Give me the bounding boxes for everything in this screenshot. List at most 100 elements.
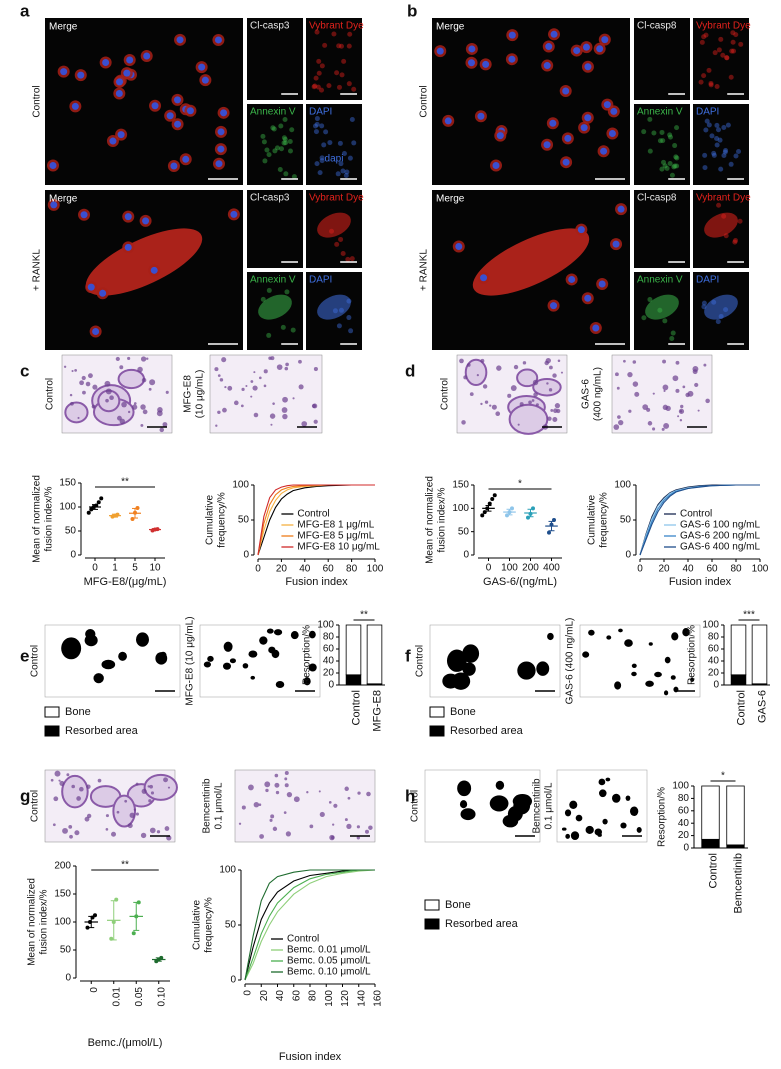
- cell: [313, 367, 318, 372]
- nucleus: [545, 43, 553, 51]
- resorption-pit: [624, 639, 633, 647]
- resorption-pit: [101, 659, 116, 670]
- cell: [368, 825, 373, 830]
- cell: [703, 363, 707, 367]
- resorption-pit: [564, 809, 572, 817]
- cell: [661, 427, 665, 431]
- cell: [313, 75, 319, 81]
- nucleus: [562, 87, 570, 95]
- resorption-pit: [654, 671, 662, 678]
- cell: [215, 424, 218, 427]
- nucleus: [92, 328, 100, 336]
- x-tick-label: Control: [707, 853, 719, 888]
- legend-label: Bone: [450, 706, 476, 718]
- cell: [298, 384, 304, 390]
- cell: [274, 145, 280, 151]
- cell: [319, 63, 325, 69]
- legend-label: Control: [287, 934, 319, 945]
- tile-label: Vybrant Dye: [696, 193, 751, 204]
- resorption-pit: [671, 632, 679, 641]
- cell: [702, 165, 708, 171]
- cell: [662, 318, 668, 324]
- resorption-pit: [620, 822, 627, 829]
- micrograph: [209, 354, 323, 434]
- cell: [507, 393, 512, 398]
- cell: [535, 403, 539, 407]
- micrograph: [247, 18, 303, 100]
- osteoclast: [64, 401, 89, 424]
- cell: [312, 403, 318, 409]
- cell: [252, 385, 258, 391]
- cell: [332, 823, 335, 826]
- resorption-pit: [308, 630, 316, 639]
- x-tick-label: 200: [522, 563, 539, 574]
- nucleus: [573, 47, 581, 55]
- tile-label: Cl-casp8: [637, 21, 677, 32]
- cell: [53, 796, 59, 802]
- cell: [316, 58, 322, 64]
- panel-letter: d: [405, 361, 415, 380]
- cell: [292, 397, 295, 400]
- nucleus: [617, 205, 625, 213]
- cell: [284, 771, 289, 776]
- cell: [301, 421, 308, 427]
- cell: [262, 158, 268, 164]
- cell: [476, 374, 479, 377]
- cell: [146, 357, 149, 360]
- x-tick-label: 0: [637, 564, 643, 575]
- cell: [489, 404, 492, 407]
- y-tick-label: 100: [452, 503, 469, 514]
- osteoclast: [532, 377, 562, 397]
- resorption-pit: [598, 778, 606, 786]
- cell: [264, 781, 271, 788]
- cell: [348, 328, 354, 334]
- cell: [715, 319, 721, 325]
- cell: [282, 413, 288, 420]
- y-axis-label: Cumulative: [192, 900, 203, 950]
- cell: [717, 137, 723, 143]
- cell: [142, 409, 148, 415]
- nucleus: [603, 101, 611, 109]
- cell: [513, 364, 519, 370]
- cell: [347, 31, 353, 37]
- cell: [148, 799, 152, 803]
- cell: [628, 409, 632, 413]
- cell: [156, 830, 161, 834]
- cell: [687, 390, 694, 397]
- y-axis-label: fusion index/%: [39, 889, 50, 954]
- cell: [675, 360, 680, 365]
- nucleus: [230, 210, 238, 218]
- y-tick-label: 100: [232, 480, 249, 491]
- cell: [124, 799, 128, 803]
- cell: [662, 163, 668, 169]
- image-label: Bemcentinib: [532, 778, 543, 833]
- cell: [615, 372, 619, 377]
- cell: [105, 814, 109, 818]
- cell: [119, 365, 124, 370]
- cell: [79, 786, 84, 792]
- cell: [673, 154, 679, 160]
- cell: [723, 233, 729, 239]
- cell: [227, 385, 233, 391]
- cell: [336, 323, 342, 329]
- cell: [58, 779, 61, 782]
- nucleus: [151, 102, 159, 110]
- cell: [632, 381, 639, 387]
- cell: [81, 375, 86, 381]
- nucleus: [612, 240, 620, 248]
- cell: [140, 832, 147, 839]
- y-tick-label: 50: [458, 526, 470, 537]
- y-tick-label: 40: [708, 656, 720, 667]
- nucleus: [508, 55, 516, 63]
- x-tick-label: 1: [112, 563, 118, 574]
- cell: [272, 402, 275, 405]
- nucleus: [124, 243, 132, 251]
- cell: [557, 359, 561, 363]
- cell: [728, 74, 734, 80]
- x-tick-label: 0.10: [156, 987, 167, 1007]
- cell: [697, 409, 700, 412]
- image-label: Merge: [436, 22, 465, 33]
- cell: [312, 123, 318, 129]
- cell: [269, 818, 273, 822]
- y-tick-label: 0: [713, 680, 719, 691]
